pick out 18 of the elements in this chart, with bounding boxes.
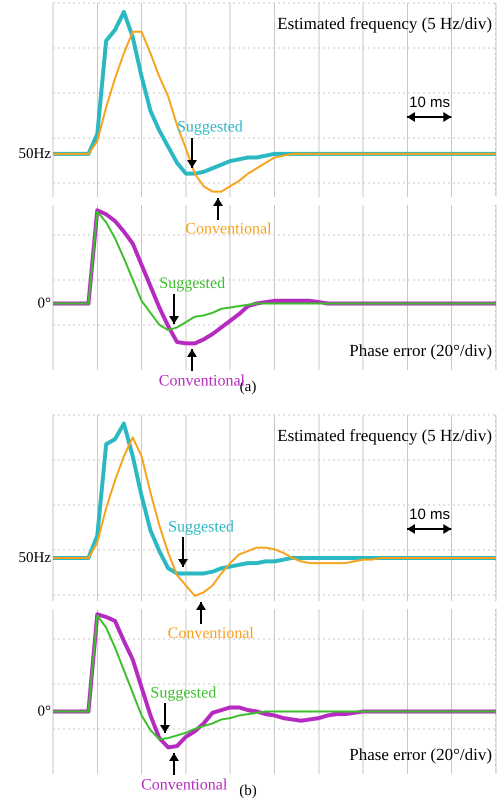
series-label: Suggested (168, 518, 234, 536)
annotation: Estimated frequency (5 Hz/div) (277, 426, 492, 445)
annotation: 10 ms (409, 506, 450, 523)
text: 50Hz (18, 146, 52, 162)
text: 0° (38, 703, 51, 720)
annotation: Estimated frequency (5 Hz/div) (277, 14, 492, 33)
series-label: Suggested (177, 118, 243, 136)
annotation: Phase error (20°/div) (349, 341, 492, 360)
series-label: Suggested (159, 275, 226, 292)
text: 0° (38, 295, 51, 312)
text: Conventional (141, 776, 228, 794)
text: (b) (239, 782, 257, 799)
text: Conventional (168, 624, 254, 642)
annotation: Phase error (20°/div) (349, 745, 492, 764)
annotation: 10 ms (409, 94, 450, 111)
series-label: Suggested (150, 684, 216, 702)
text: 50Hz (18, 550, 52, 566)
text: Conventional (185, 220, 272, 238)
